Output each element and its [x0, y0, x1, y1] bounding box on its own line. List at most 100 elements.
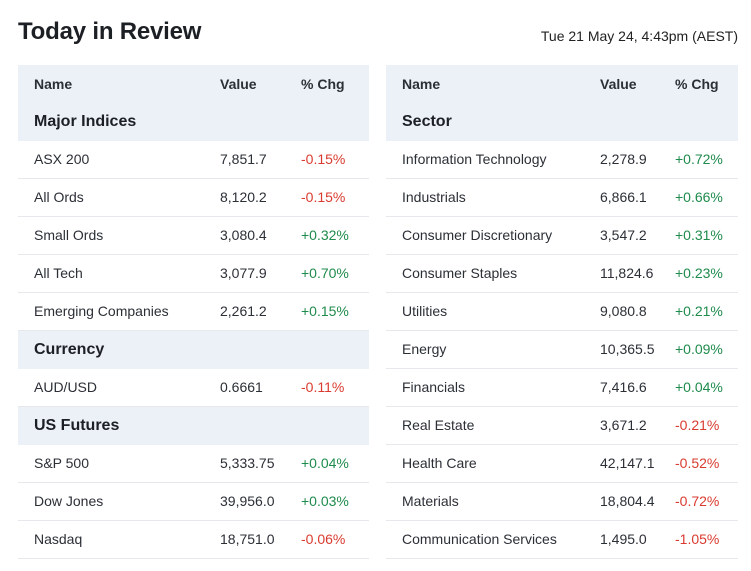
- row-value: 3,080.4: [220, 227, 267, 243]
- row-change: -0.21%: [675, 417, 720, 433]
- indices-table: Name Value % Chg Major Indices ASX 200 7,851.…: [18, 65, 369, 559]
- section-header-us-futures: US Futures: [18, 407, 369, 445]
- row-value: 3,671.2: [600, 417, 647, 433]
- section-header-currency: Currency: [18, 331, 369, 369]
- row-change: +0.72%: [675, 151, 723, 167]
- row-name[interactable]: Consumer Staples: [402, 265, 518, 281]
- table-row[interactable]: All Tech 3,077.9 +0.70%: [18, 255, 369, 293]
- table-row[interactable]: Energy 10,365.5 +0.09%: [386, 331, 738, 369]
- row-name[interactable]: ASX 200: [34, 151, 90, 167]
- row-change: -1.05%: [675, 531, 720, 547]
- table-row[interactable]: Information Technology 2,278.9 +0.72%: [386, 141, 738, 179]
- row-change: +0.70%: [301, 265, 349, 281]
- table-row[interactable]: All Ords 8,120.2 -0.15%: [18, 179, 369, 217]
- row-change: +0.32%: [301, 227, 349, 243]
- row-change: -0.06%: [301, 531, 346, 547]
- table-row[interactable]: S&P 500 5,333.75 +0.04%: [18, 445, 369, 483]
- table-row[interactable]: Dow Jones 39,956.0 +0.03%: [18, 483, 369, 521]
- row-name[interactable]: All Tech: [34, 265, 83, 281]
- row-value: 9,080.8: [600, 303, 647, 319]
- row-value: 5,333.75: [220, 455, 275, 471]
- row-change: -0.52%: [675, 455, 720, 471]
- row-name[interactable]: Materials: [402, 493, 459, 509]
- row-value: 1,495.0: [600, 531, 647, 547]
- row-value: 8,120.2: [220, 189, 267, 205]
- column-header-chg: % Chg: [675, 76, 719, 92]
- row-name[interactable]: Consumer Discretionary: [402, 227, 553, 243]
- table-header: Name Value % Chg: [18, 65, 369, 103]
- row-name[interactable]: Information Technology: [402, 151, 547, 167]
- row-value: 3,077.9: [220, 265, 267, 281]
- table-row[interactable]: Emerging Companies 2,261.2 +0.15%: [18, 293, 369, 331]
- row-change: +0.04%: [675, 379, 723, 395]
- row-name[interactable]: Health Care: [402, 455, 477, 471]
- table-row[interactable]: Consumer Staples 11,824.6 +0.23%: [386, 255, 738, 293]
- row-name[interactable]: AUD/USD: [34, 379, 98, 395]
- row-name[interactable]: Small Ords: [34, 227, 104, 243]
- table-row[interactable]: Real Estate 3,671.2 -0.21%: [386, 407, 738, 445]
- page-title: Today in Review: [18, 18, 202, 45]
- table-row[interactable]: Communication Services 1,495.0 -1.05%: [386, 521, 738, 559]
- row-change: -0.15%: [301, 189, 346, 205]
- row-name[interactable]: Utilities: [402, 303, 448, 319]
- row-value: 7,416.6: [600, 379, 647, 395]
- row-value: 2,278.9: [600, 151, 647, 167]
- table-row[interactable]: Nasdaq 18,751.0 -0.06%: [18, 521, 369, 559]
- table-row[interactable]: Materials 18,804.4 -0.72%: [386, 483, 738, 521]
- row-change: +0.15%: [301, 303, 349, 319]
- row-value: 42,147.1: [600, 455, 655, 471]
- row-name[interactable]: Energy: [402, 341, 447, 357]
- section-header-major-indices: Major Indices: [18, 103, 369, 141]
- column-header-value: Value: [600, 76, 637, 92]
- table-row[interactable]: ASX 200 7,851.7 -0.15%: [18, 141, 369, 179]
- table-row[interactable]: Financials 7,416.6 +0.04%: [386, 369, 738, 407]
- column-header-name: Name: [34, 76, 73, 92]
- row-change: +0.04%: [301, 455, 349, 471]
- row-name[interactable]: Real Estate: [402, 417, 475, 433]
- row-change: -0.11%: [301, 379, 345, 395]
- row-change: +0.23%: [675, 265, 723, 281]
- row-name[interactable]: S&P 500: [34, 455, 90, 471]
- row-value: 2,261.2: [220, 303, 267, 319]
- column-header-name: Name: [402, 76, 441, 92]
- column-header-value: Value: [220, 76, 257, 92]
- row-value: 6,866.1: [600, 189, 647, 205]
- row-name[interactable]: Emerging Companies: [34, 303, 169, 319]
- table-row[interactable]: Consumer Discretionary 3,547.2 +0.31%: [386, 217, 738, 255]
- table-row[interactable]: Utilities 9,080.8 +0.21%: [386, 293, 738, 331]
- table-row[interactable]: AUD/USD 0.6661 -0.11%: [18, 369, 369, 407]
- row-value: 39,956.0: [220, 493, 275, 509]
- section-title: Sector: [402, 113, 452, 130]
- sector-table: Name Value % Chg Sector Information Technolo…: [386, 65, 738, 559]
- row-change: +0.21%: [675, 303, 723, 319]
- row-name[interactable]: Nasdaq: [34, 531, 83, 547]
- table-row[interactable]: Health Care 42,147.1 -0.52%: [386, 445, 738, 483]
- row-value: 3,547.2: [600, 227, 647, 243]
- row-name[interactable]: Financials: [402, 379, 466, 395]
- table-row[interactable]: Industrials 6,866.1 +0.66%: [386, 179, 738, 217]
- row-change: -0.72%: [675, 493, 720, 509]
- row-value: 11,824.6: [600, 265, 654, 281]
- row-change: -0.15%: [301, 151, 346, 167]
- row-value: 0.6661: [220, 379, 263, 395]
- row-name[interactable]: Communication Services: [402, 531, 557, 547]
- section-title: Major Indices: [34, 113, 137, 130]
- section-title: Currency: [34, 341, 105, 358]
- row-change: +0.66%: [675, 189, 723, 205]
- row-change: +0.31%: [675, 227, 723, 243]
- row-change: +0.09%: [675, 341, 723, 357]
- row-value: 18,751.0: [220, 531, 275, 547]
- section-title: US Futures: [34, 417, 120, 434]
- row-value: 7,851.7: [220, 151, 267, 167]
- section-header-sector: Sector: [386, 103, 738, 141]
- table-row[interactable]: Small Ords 3,080.4 +0.32%: [18, 217, 369, 255]
- timestamp: Tue 21 May 24, 4:43pm (AEST): [540, 28, 738, 44]
- column-header-chg: % Chg: [301, 76, 345, 92]
- row-value: 10,365.5: [600, 341, 655, 357]
- table-header: Name Value % Chg: [386, 65, 738, 103]
- page-header: Today in Review Tue 21 May 24, 4:43pm (A…: [18, 18, 738, 52]
- row-name[interactable]: Industrials: [402, 189, 466, 205]
- row-name[interactable]: Dow Jones: [34, 493, 104, 509]
- row-change: +0.03%: [301, 493, 349, 509]
- row-name[interactable]: All Ords: [34, 189, 84, 205]
